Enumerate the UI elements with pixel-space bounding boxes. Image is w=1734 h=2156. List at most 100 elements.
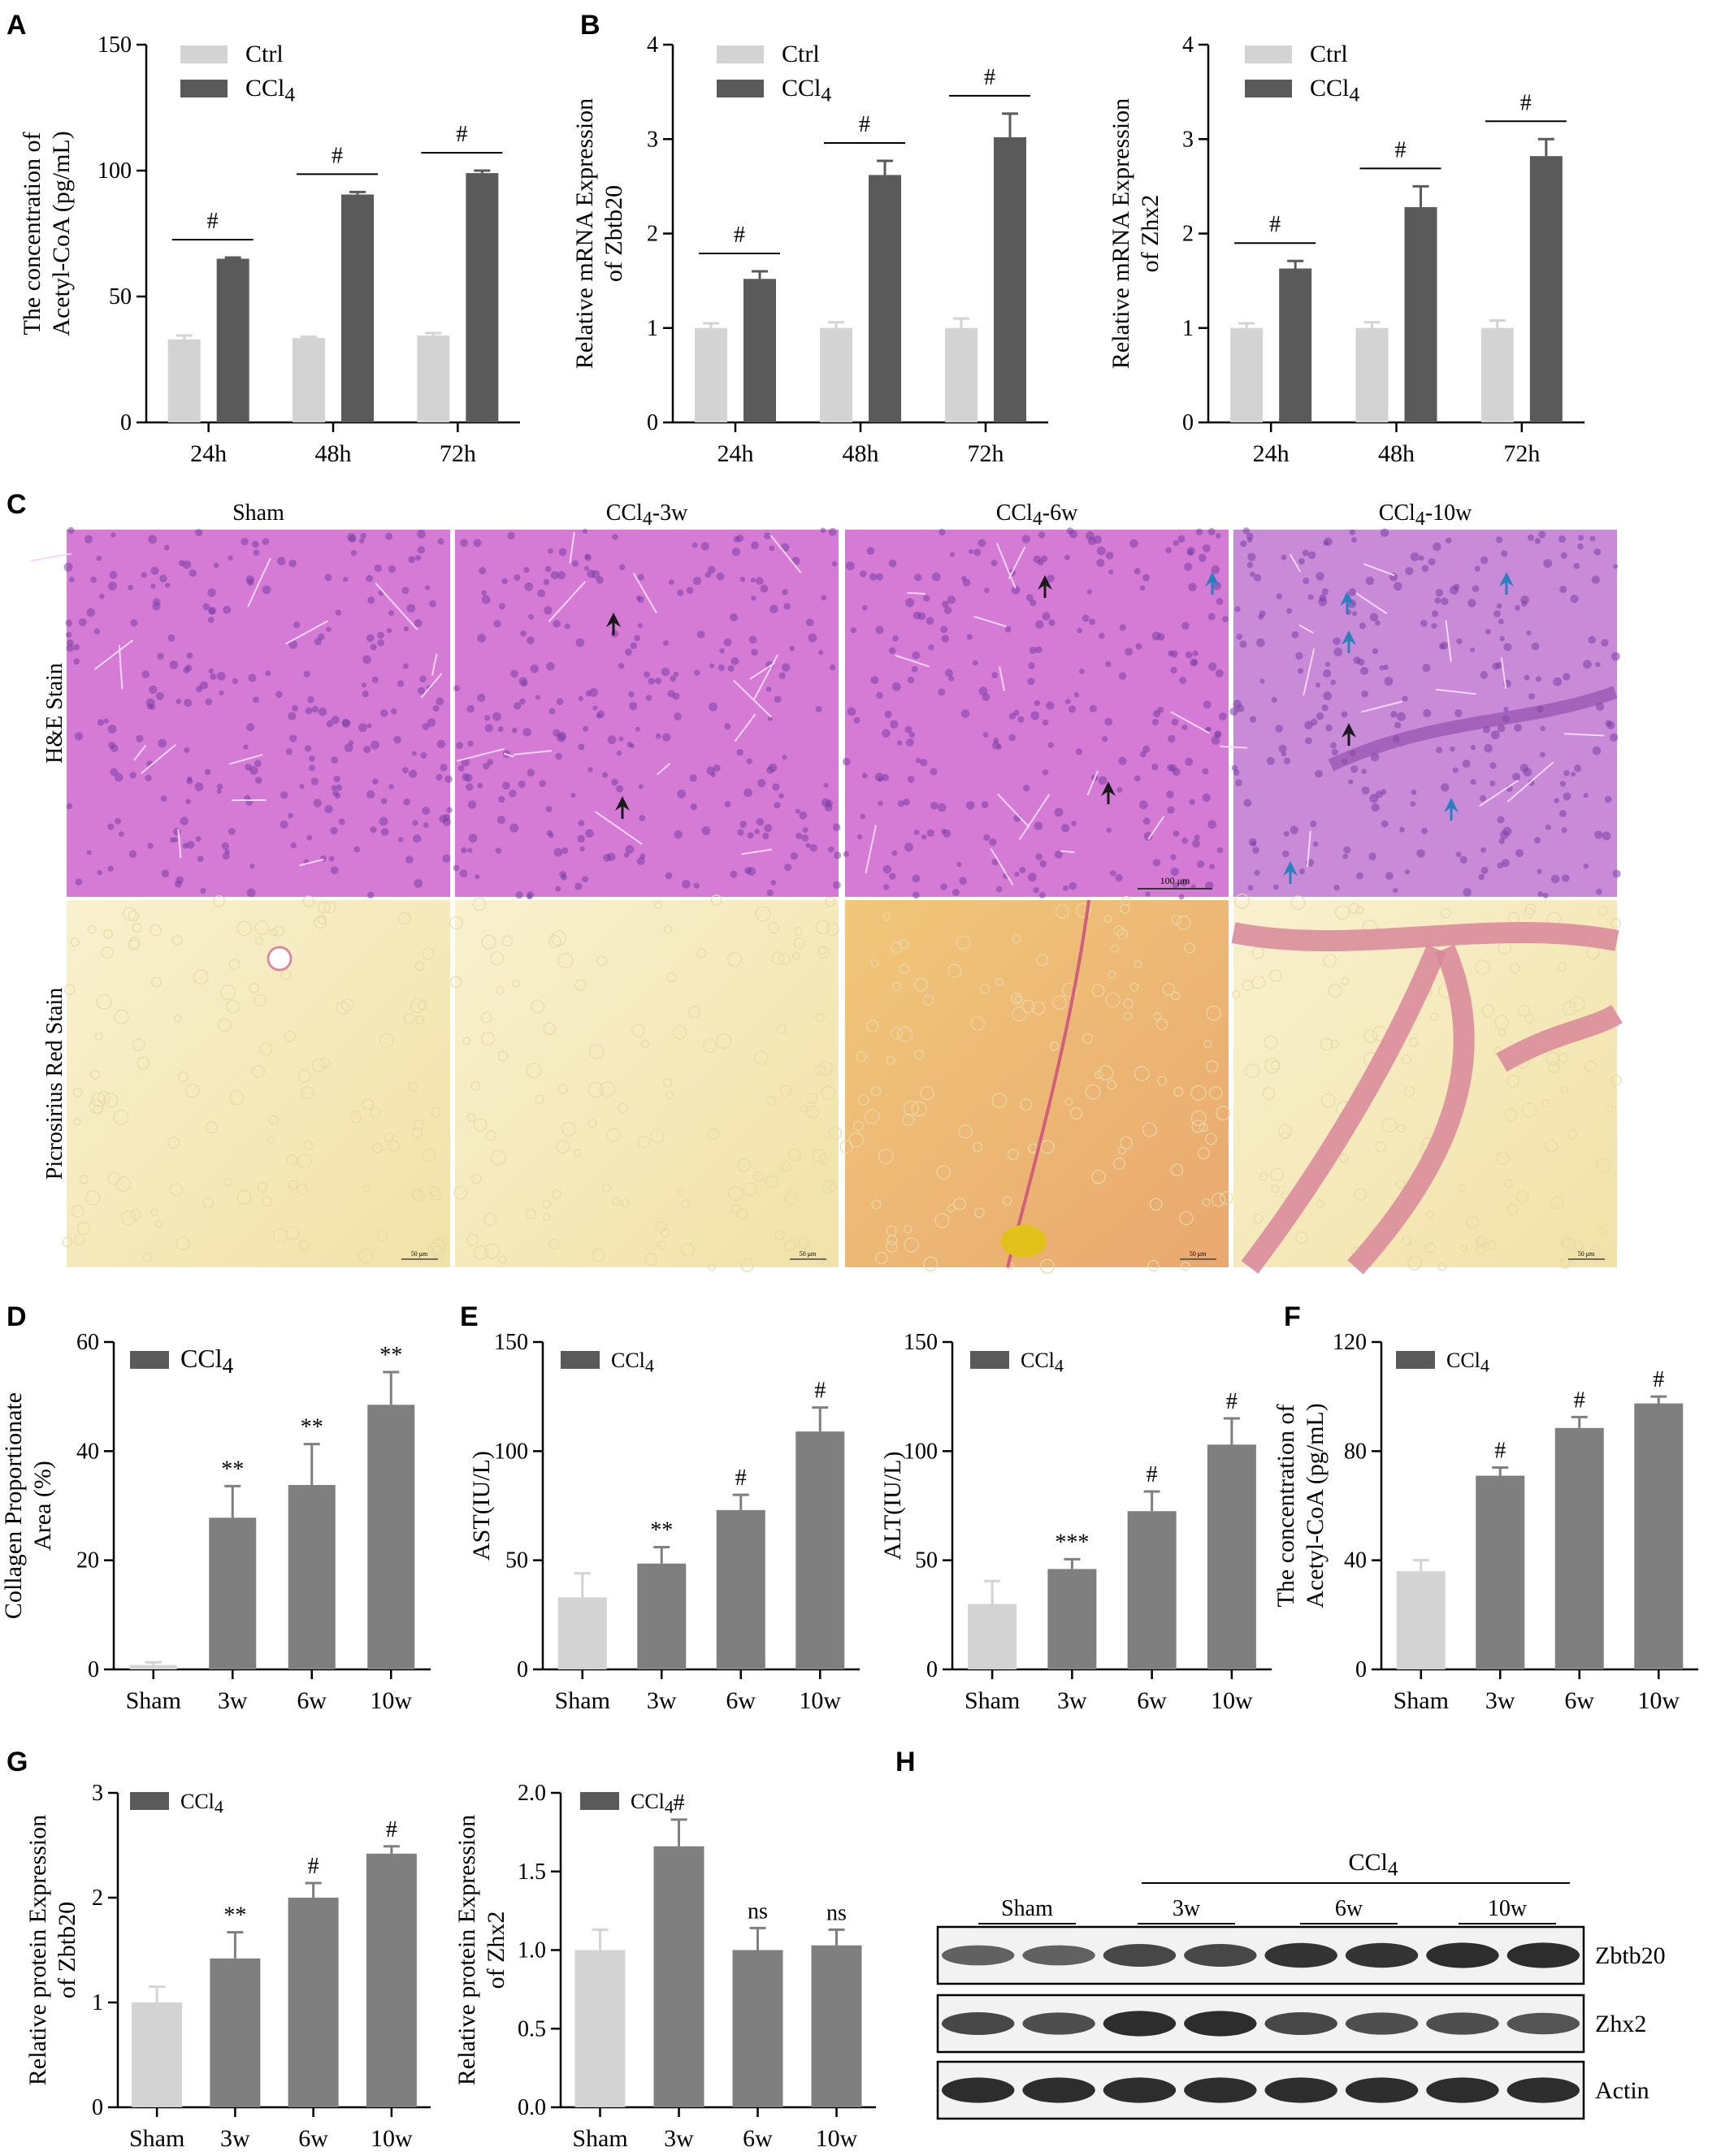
cell-outline xyxy=(870,959,879,968)
x-tick-label: 48h xyxy=(1378,440,1415,467)
cell-outline xyxy=(169,1183,183,1197)
nucleus xyxy=(943,606,952,615)
nucleus xyxy=(408,556,416,564)
nucleus xyxy=(194,782,204,791)
bar-ccl4 xyxy=(743,279,776,422)
nucleus xyxy=(831,561,838,567)
nucleus xyxy=(518,677,528,686)
nucleus xyxy=(966,634,973,640)
y-axis-title: Relative protein Expression of Zbtb20 xyxy=(24,1815,80,2085)
nucleus xyxy=(1166,790,1174,799)
nucleus xyxy=(1118,756,1127,765)
nucleus xyxy=(1612,869,1621,878)
nucleus xyxy=(97,870,102,876)
nucleus xyxy=(913,891,920,899)
nucleus xyxy=(624,648,632,656)
cell-outline xyxy=(1085,1084,1101,1100)
nucleus xyxy=(991,672,999,679)
psr-tissue xyxy=(455,900,839,1267)
nucleus xyxy=(432,705,440,712)
cell-outline xyxy=(890,1027,903,1040)
nucleus xyxy=(336,784,343,791)
nucleus xyxy=(507,531,515,540)
lane-group-label: 6w xyxy=(1335,1896,1363,1921)
cell-outline xyxy=(284,1030,296,1042)
nucleus xyxy=(111,532,116,538)
sinusoid xyxy=(1086,770,1099,796)
cell-outline xyxy=(142,1253,152,1262)
cell-outline xyxy=(1111,944,1120,953)
cell-outline xyxy=(1320,1093,1336,1108)
nucleus xyxy=(265,670,271,677)
sinusoid xyxy=(1479,779,1519,807)
nucleus xyxy=(1173,539,1179,547)
panel-label-b: B xyxy=(580,10,600,41)
nucleus xyxy=(1304,737,1312,745)
nucleus xyxy=(1243,799,1252,807)
y-tick-label: 2 xyxy=(647,222,658,247)
nucleus xyxy=(157,652,164,660)
nucleus xyxy=(1333,637,1341,646)
nucleus xyxy=(1420,619,1428,627)
nucleus xyxy=(1493,610,1501,618)
nucleus xyxy=(762,832,769,840)
nucleus xyxy=(739,820,748,829)
cell-outline xyxy=(817,946,830,959)
y-tick-label: 150 xyxy=(494,1330,528,1355)
fibrous-septum xyxy=(1241,944,1446,1274)
nucleus xyxy=(1240,540,1247,548)
nucleus xyxy=(1470,745,1476,751)
nucleus xyxy=(153,598,161,606)
central-vein xyxy=(267,946,293,972)
y-axis-title: Collagen Proportionate Area (%) xyxy=(0,1392,56,1619)
nucleus xyxy=(1573,764,1582,773)
protein-band xyxy=(1345,2012,1419,2035)
y-tick-label: 0 xyxy=(1355,1657,1367,1682)
y-tick-label: 50 xyxy=(505,1548,528,1574)
nucleus xyxy=(1589,535,1596,542)
nucleus xyxy=(913,829,920,836)
nucleus xyxy=(1480,671,1489,679)
sinusoid xyxy=(375,582,418,630)
nucleus xyxy=(896,740,903,746)
psr-tissue xyxy=(67,900,450,1267)
cell-outline xyxy=(551,930,567,946)
nucleus xyxy=(1478,873,1485,881)
cell-outline xyxy=(101,946,114,959)
cell-outline xyxy=(1562,1001,1577,1015)
nucleus xyxy=(1247,552,1256,561)
sinusoid xyxy=(569,531,575,564)
nucleus xyxy=(1528,779,1535,786)
nucleus xyxy=(827,846,834,853)
cell-outline xyxy=(557,953,574,969)
cell-outline xyxy=(1091,984,1105,998)
nucleus xyxy=(366,790,375,799)
x-tick-label: 10w xyxy=(1211,1687,1253,1714)
nucleus xyxy=(1540,725,1545,732)
nucleus xyxy=(1082,614,1090,622)
nucleus xyxy=(1125,647,1134,656)
nucleus xyxy=(1071,820,1077,827)
nucleus xyxy=(331,785,337,791)
cell-outline xyxy=(793,927,803,936)
cell-outline xyxy=(72,1205,85,1218)
nucleus xyxy=(1046,701,1055,710)
bar-ccl4 xyxy=(466,173,499,422)
nucleus xyxy=(795,808,800,814)
nucleus xyxy=(1325,661,1331,667)
cell-outline xyxy=(302,895,314,907)
y-tick-label: 1.5 xyxy=(518,1859,546,1885)
cell-outline xyxy=(303,1140,314,1150)
sinusoid xyxy=(228,754,263,765)
cell-outline xyxy=(875,1252,888,1265)
arrow-marker xyxy=(615,796,630,811)
cell-outline xyxy=(185,1083,200,1098)
nucleus xyxy=(1365,576,1375,586)
nucleus xyxy=(419,675,427,682)
cell-outline xyxy=(1076,903,1091,918)
nucleus xyxy=(249,863,255,869)
nucleus xyxy=(1218,712,1227,721)
nucleus xyxy=(318,633,325,641)
cell-outline xyxy=(736,1208,749,1220)
nucleus xyxy=(1152,709,1161,718)
